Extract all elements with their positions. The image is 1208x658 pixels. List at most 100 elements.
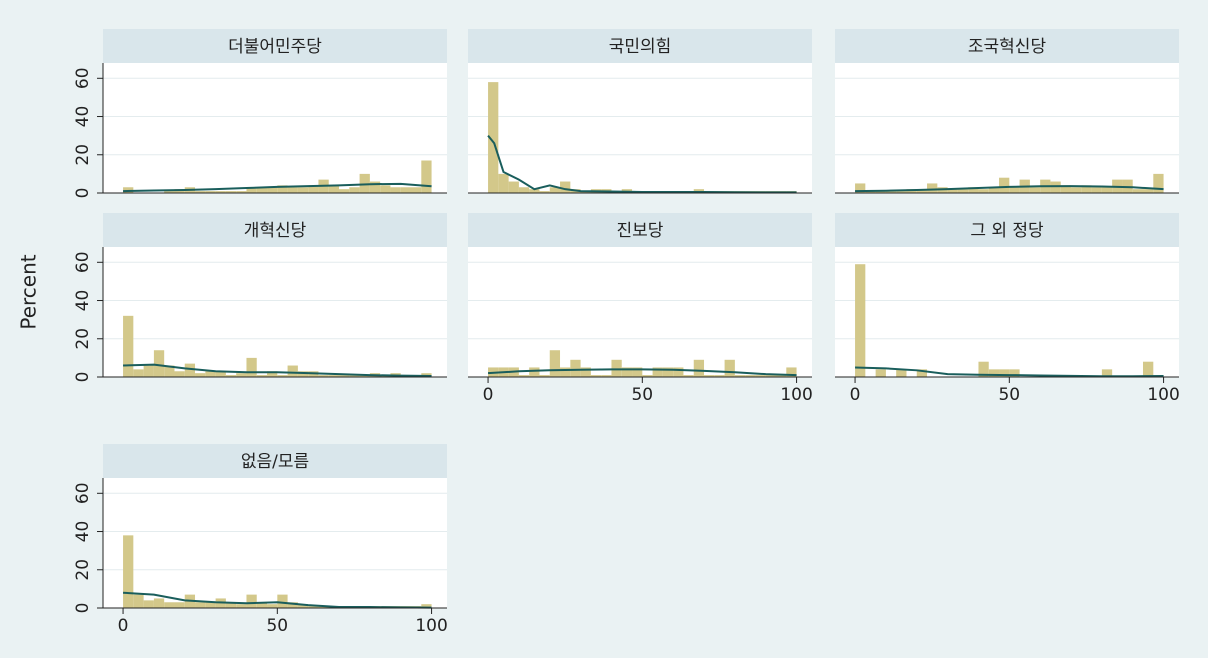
bar — [195, 191, 206, 193]
bar — [421, 604, 432, 608]
bar — [488, 82, 499, 193]
bar — [164, 365, 175, 377]
x-tick-label: 50 — [998, 385, 1020, 405]
bar — [277, 375, 288, 377]
bar — [988, 369, 1000, 377]
bar — [369, 181, 381, 193]
panel-title: 진보당 — [617, 221, 664, 241]
strip — [835, 213, 1179, 247]
bar — [390, 187, 401, 193]
bar — [143, 365, 154, 377]
y-tick-label: 20 — [73, 144, 93, 166]
bar — [1153, 173, 1164, 193]
bar — [560, 367, 571, 377]
bar — [380, 185, 391, 193]
bar — [359, 375, 370, 377]
bar — [560, 181, 571, 193]
bar — [529, 189, 540, 193]
bar — [896, 369, 907, 377]
bar — [174, 189, 185, 193]
bar — [205, 602, 216, 608]
bar — [153, 598, 165, 608]
strip — [835, 29, 1179, 63]
bar — [133, 594, 144, 608]
bar — [297, 604, 309, 608]
bar — [855, 264, 866, 377]
bar — [236, 604, 247, 608]
plot-area — [468, 247, 812, 377]
bar — [225, 602, 237, 608]
strip — [468, 213, 812, 247]
bar — [308, 185, 319, 193]
bar — [246, 187, 257, 193]
bar — [539, 191, 550, 193]
density-line — [487, 135, 797, 194]
bar — [1101, 187, 1113, 193]
y-tick-label: 60 — [73, 251, 93, 273]
bar — [215, 371, 226, 377]
bar — [256, 187, 268, 193]
bar — [410, 187, 422, 193]
bar — [590, 375, 602, 377]
bar — [988, 187, 1000, 193]
bar — [195, 602, 206, 608]
y-tick-label: 40 — [73, 106, 93, 128]
bar — [539, 375, 550, 377]
bar — [349, 187, 360, 193]
bar — [133, 369, 144, 377]
bar — [297, 187, 309, 193]
bar — [225, 375, 237, 377]
bar — [184, 363, 196, 377]
bar — [745, 375, 756, 377]
plot-area — [103, 478, 447, 608]
y-tick-label: 0 — [73, 603, 93, 614]
x-tick-label: 50 — [631, 385, 653, 405]
bar — [916, 189, 928, 193]
bar — [400, 187, 411, 193]
bar — [875, 191, 886, 193]
bar — [1081, 185, 1092, 193]
bar — [308, 606, 319, 608]
bar — [518, 375, 530, 377]
panel-title: 국민의힘 — [609, 37, 672, 57]
bar — [1091, 187, 1102, 193]
bar — [174, 371, 185, 377]
bar — [896, 191, 907, 193]
bar — [704, 375, 715, 377]
bar — [855, 183, 866, 193]
bar — [978, 361, 989, 377]
bar — [339, 375, 350, 377]
bar — [153, 350, 165, 377]
bar — [786, 367, 797, 377]
y-tick-label: 40 — [73, 290, 93, 312]
bar — [621, 367, 633, 377]
bar — [225, 191, 237, 193]
bar — [734, 375, 746, 377]
bar — [632, 367, 643, 377]
strip — [103, 444, 447, 478]
bar — [1101, 369, 1113, 377]
x-tick-label: 100 — [415, 616, 447, 636]
bar — [277, 594, 288, 608]
plot-area — [468, 63, 812, 193]
bar — [999, 369, 1010, 377]
bar — [164, 191, 175, 193]
density-line — [123, 363, 432, 378]
x-tick-label: 50 — [266, 616, 288, 636]
bar — [236, 191, 247, 193]
bar — [349, 375, 360, 377]
x-tick-label: 100 — [780, 385, 812, 405]
bar — [906, 189, 917, 193]
bar — [205, 371, 216, 377]
plot-area — [103, 63, 447, 193]
bar — [1009, 187, 1020, 193]
bar — [174, 602, 185, 608]
bar — [164, 602, 175, 608]
density-line — [855, 366, 1164, 378]
bar — [693, 359, 705, 377]
bar — [287, 365, 298, 377]
bar — [1071, 187, 1082, 193]
bar — [673, 367, 684, 377]
bar — [927, 183, 938, 193]
